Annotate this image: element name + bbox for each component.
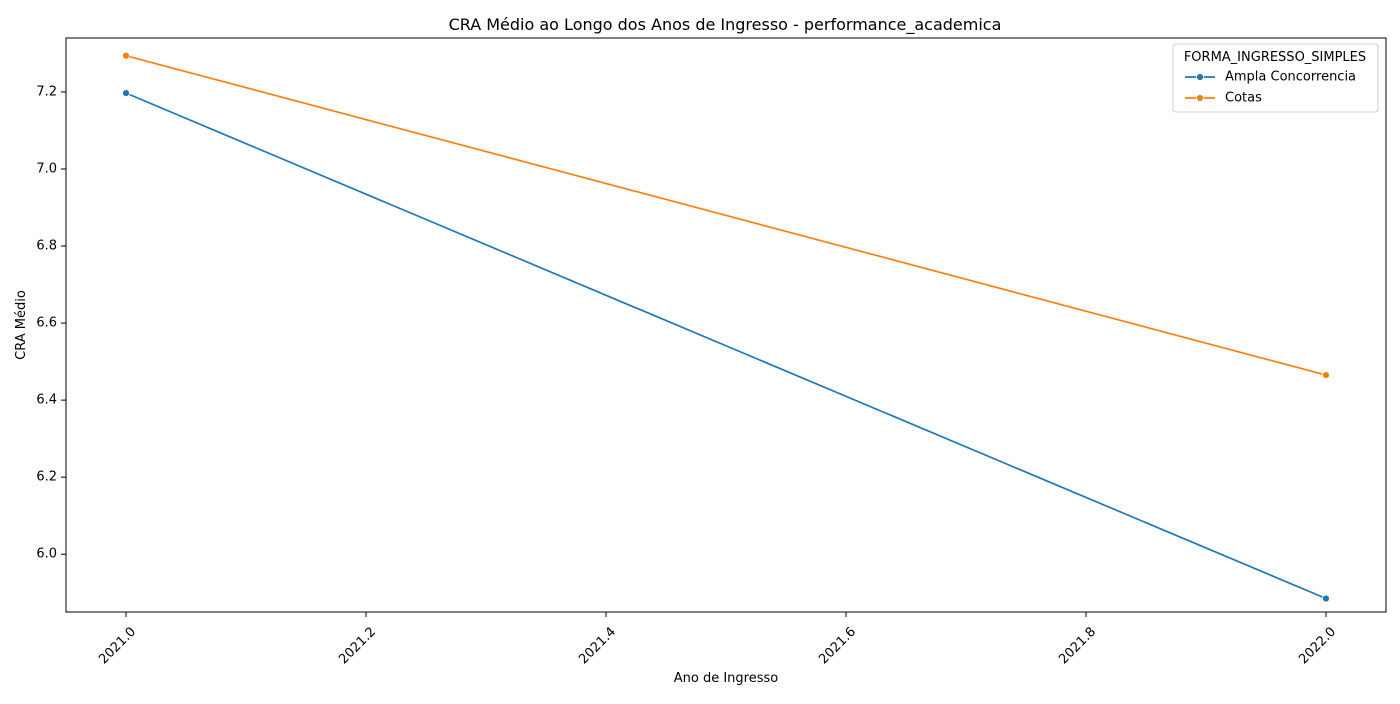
legend-box [1172, 43, 1379, 113]
legend-label: Cotas [1225, 91, 1262, 106]
x-tick-label: 2022.0 [1296, 624, 1339, 667]
y-tick-label: 6.6 [36, 316, 57, 331]
x-tick-label: 2021.4 [576, 624, 619, 667]
x-axis-label: Ano de Ingresso [674, 671, 779, 686]
x-tick-label: 2021.0 [96, 624, 139, 667]
plot-frame [65, 37, 1387, 613]
legend: FORMA_INGRESSO_SIMPLES Ampla Concorrenci… [1172, 43, 1379, 113]
x-tick-label: 2021.2 [336, 624, 379, 667]
legend-label: Ampla Concorrencia [1225, 70, 1356, 85]
x-tick-label: 2021.8 [1056, 624, 1099, 667]
y-axis-ticks: 6.0 6.2 6.4 6.6 6.8 7.0 7.2 [36, 84, 66, 562]
series-line [125, 92, 1327, 600]
plot-area [66, 38, 1386, 612]
y-tick-label: 6.4 [36, 393, 57, 408]
x-tick-label: 2021.6 [816, 624, 859, 667]
data-point [1322, 594, 1330, 603]
legend-entries: Ampla Concorrencia Cotas [1185, 70, 1356, 106]
data-point [122, 51, 130, 60]
legend-marker [1196, 94, 1204, 102]
y-tick-label: 6.8 [36, 239, 57, 254]
y-tick-label: 7.0 [36, 161, 57, 176]
legend-title: FORMA_INGRESSO_SIMPLES [1184, 50, 1366, 65]
series-layer [122, 51, 1330, 603]
data-point [1322, 371, 1330, 379]
y-axis-label: CRA Médio [14, 290, 29, 360]
series-line [125, 54, 1327, 376]
y-tick-label: 6.0 [36, 547, 57, 562]
x-axis-ticks: 2021.0 2021.2 2021.4 2021.6 2021.8 2022.0 [96, 612, 1339, 667]
chart-title: CRA Médio ao Longo dos Anos de Ingresso … [449, 15, 1002, 35]
data-point [122, 89, 130, 97]
y-tick-label: 6.2 [36, 470, 57, 485]
legend-marker [1196, 73, 1204, 81]
y-tick-label: 7.2 [36, 84, 57, 99]
